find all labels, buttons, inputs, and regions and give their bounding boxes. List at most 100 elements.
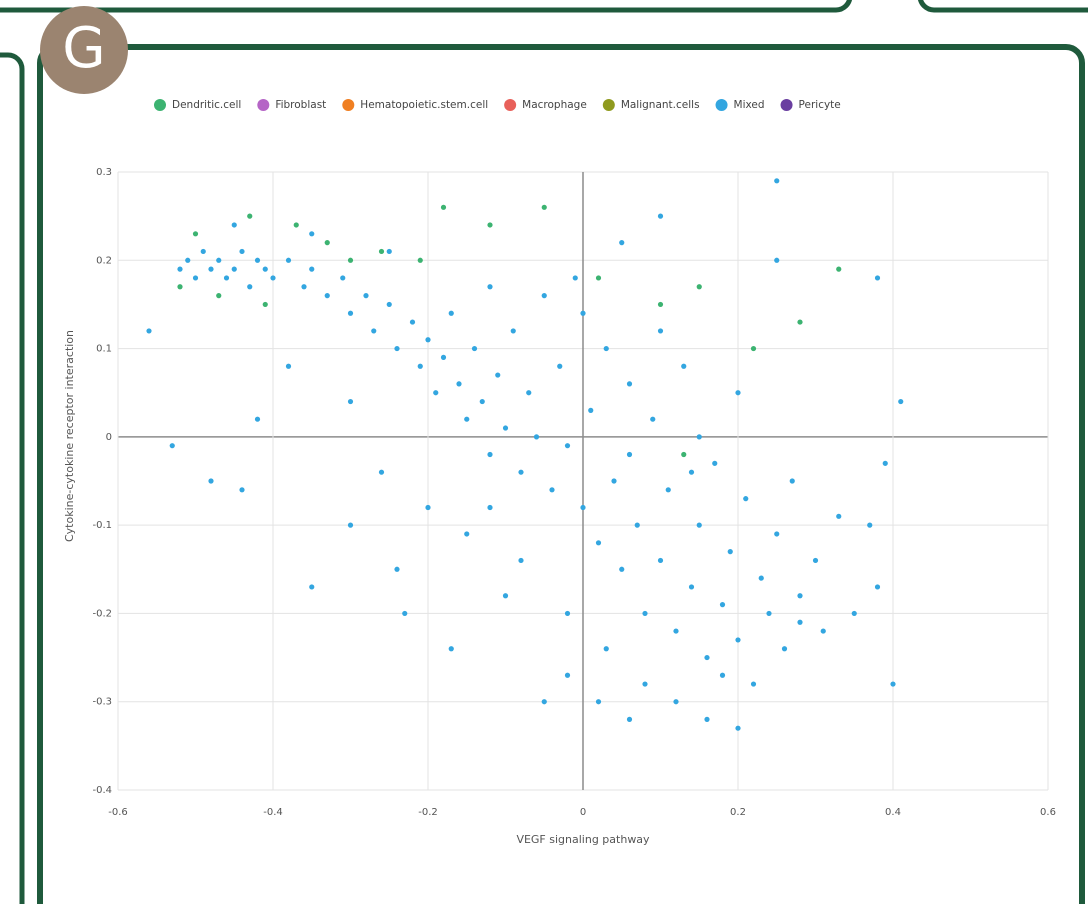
point bbox=[301, 284, 307, 290]
point bbox=[688, 584, 695, 590]
point bbox=[874, 275, 881, 281]
point bbox=[657, 213, 664, 219]
point bbox=[285, 363, 292, 369]
point bbox=[526, 390, 532, 396]
point bbox=[254, 257, 261, 263]
legend-label: Pericyte bbox=[799, 99, 841, 111]
point bbox=[177, 266, 183, 272]
point bbox=[727, 549, 733, 555]
point bbox=[564, 610, 571, 617]
point bbox=[735, 390, 741, 396]
point bbox=[169, 443, 175, 449]
point bbox=[781, 646, 788, 652]
point bbox=[425, 504, 431, 511]
point bbox=[417, 257, 423, 263]
y-tick-label: 0 bbox=[106, 432, 112, 443]
point bbox=[231, 266, 237, 272]
point bbox=[270, 275, 276, 281]
point bbox=[634, 522, 640, 528]
point bbox=[177, 284, 183, 290]
y-tick-label: -0.1 bbox=[92, 520, 112, 531]
point bbox=[681, 451, 687, 458]
panel-label: G bbox=[62, 16, 105, 81]
point bbox=[619, 240, 625, 246]
y-tick-label: -0.2 bbox=[92, 608, 112, 619]
point bbox=[394, 345, 400, 352]
point bbox=[518, 469, 524, 475]
point bbox=[464, 531, 470, 537]
point bbox=[557, 363, 563, 369]
point bbox=[704, 716, 710, 722]
point bbox=[541, 204, 547, 210]
x-tick-label: 0.2 bbox=[730, 807, 746, 818]
y-tick-label: -0.3 bbox=[92, 697, 112, 708]
point bbox=[487, 504, 493, 511]
point bbox=[456, 381, 462, 387]
point bbox=[371, 328, 377, 334]
point bbox=[223, 275, 230, 281]
point bbox=[704, 654, 710, 661]
point bbox=[309, 584, 315, 590]
point bbox=[208, 266, 214, 272]
point bbox=[340, 275, 346, 281]
point bbox=[688, 469, 695, 475]
point bbox=[425, 337, 431, 343]
point bbox=[247, 213, 253, 219]
y-tick-label: 0.1 bbox=[96, 344, 112, 355]
point bbox=[836, 513, 842, 519]
point bbox=[665, 487, 671, 493]
point bbox=[580, 504, 586, 511]
point bbox=[874, 584, 881, 590]
point bbox=[626, 716, 633, 722]
point bbox=[696, 434, 702, 440]
point bbox=[820, 628, 826, 634]
legend-label: Malignant.cells bbox=[621, 99, 700, 111]
point bbox=[533, 434, 540, 440]
point bbox=[719, 602, 726, 608]
point bbox=[239, 487, 245, 493]
point bbox=[347, 310, 354, 316]
point bbox=[378, 248, 385, 255]
point bbox=[696, 284, 702, 290]
point bbox=[185, 257, 191, 263]
point bbox=[797, 319, 803, 325]
legend-label: Mixed bbox=[734, 99, 765, 111]
point bbox=[347, 257, 354, 263]
panel-frame bbox=[37, 44, 1085, 904]
point bbox=[192, 231, 199, 237]
point bbox=[309, 231, 315, 237]
point bbox=[495, 372, 501, 378]
point bbox=[673, 699, 679, 705]
point bbox=[394, 566, 400, 572]
point bbox=[324, 293, 330, 299]
grid bbox=[117, 171, 1049, 791]
point bbox=[487, 451, 493, 458]
point bbox=[502, 593, 509, 599]
legend-label: Macrophage bbox=[522, 99, 587, 111]
legend-label: Hematopoietic.stem.cell bbox=[360, 99, 488, 111]
panel-badge bbox=[40, 6, 128, 94]
point bbox=[611, 478, 617, 484]
point bbox=[626, 451, 633, 458]
point bbox=[433, 390, 439, 396]
adjacent-panel bbox=[917, 0, 1088, 13]
point bbox=[347, 522, 354, 528]
legend: Dendritic.cell Fibroblast Hematopoietic.st… bbox=[154, 99, 841, 111]
point bbox=[657, 557, 664, 564]
point bbox=[487, 284, 493, 290]
point bbox=[797, 593, 803, 599]
point bbox=[657, 301, 664, 308]
point bbox=[208, 478, 214, 484]
point bbox=[487, 222, 493, 228]
point bbox=[386, 301, 392, 308]
point bbox=[324, 240, 330, 246]
point bbox=[254, 416, 261, 422]
point bbox=[502, 425, 509, 431]
point bbox=[890, 681, 896, 687]
point bbox=[247, 284, 253, 290]
point bbox=[541, 293, 547, 299]
legend-marker bbox=[342, 99, 355, 111]
point bbox=[812, 557, 819, 564]
point bbox=[378, 469, 385, 475]
